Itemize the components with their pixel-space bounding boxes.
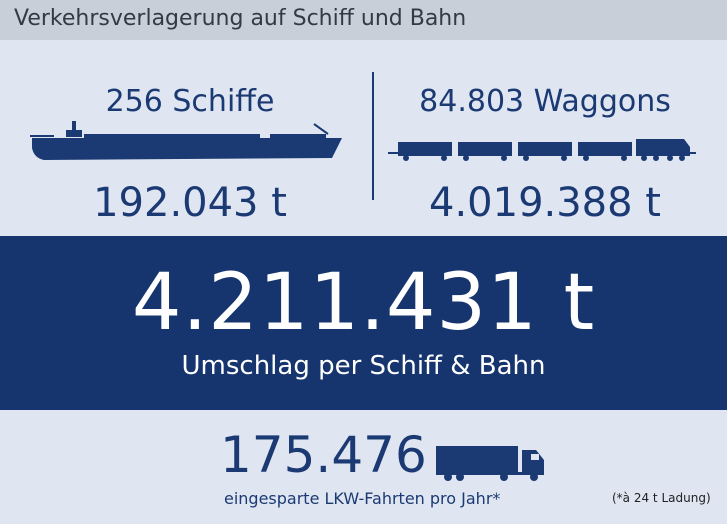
total-band <box>0 236 727 410</box>
footnote: (*à 24 t Ladung) <box>612 491 711 505</box>
title-bar: Verkehrsverlagerung auf Schiff und Bahn <box>0 0 727 40</box>
ship-icon <box>30 121 342 160</box>
truck-trips-value: 175.476 <box>220 426 427 484</box>
total-tonnage: 4.211.431 t <box>131 258 596 348</box>
rail-count: 84.803 Waggons <box>419 84 671 119</box>
truck-icon <box>436 446 544 481</box>
ship-tonnage: 192.043 t <box>93 180 287 226</box>
total-label: Umschlag per Schiff & Bahn <box>181 351 546 381</box>
truck-trips-label: eingesparte LKW-Fahrten pro Jahr* <box>224 489 501 508</box>
page-title: Verkehrsverlagerung auf Schiff und Bahn <box>14 6 467 31</box>
ship-count: 256 Schiffe <box>105 84 275 119</box>
column-divider <box>372 72 374 200</box>
train-icon <box>388 139 696 161</box>
rail-tonnage: 4.019.388 t <box>429 180 661 226</box>
